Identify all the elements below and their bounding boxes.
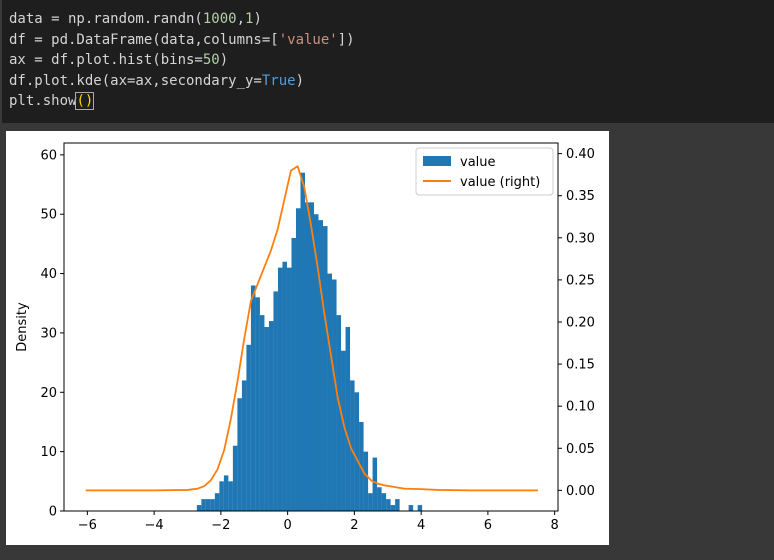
histogram-bar [377, 487, 382, 511]
y-right-tick-label: 0.00 [566, 484, 595, 499]
histogram-bar [304, 202, 310, 511]
y-right-tick-label: 0.25 [566, 273, 595, 288]
code-cell[interactable]: data = np.random.randn(1000,1) df = pd.D… [0, 0, 774, 123]
histogram-bar [363, 451, 369, 511]
histogram-bar [210, 499, 215, 511]
y-right-tick-label: 0.30 [566, 231, 595, 246]
histogram-bar [237, 398, 242, 511]
histogram-bar [273, 291, 278, 511]
histogram-bar [345, 327, 351, 511]
histogram-bar [381, 493, 387, 511]
histogram-bar [417, 505, 423, 511]
histogram-bar [291, 237, 296, 511]
y-right-tick-label: 0.05 [566, 442, 595, 457]
histogram-bar [268, 321, 274, 511]
legend-label-value-right: value (right) [460, 175, 540, 190]
histogram-bar [309, 202, 315, 511]
legend: value value (right) [415, 147, 554, 196]
histogram-bar [336, 315, 342, 511]
histogram-bar [232, 445, 238, 511]
y-right-tick-label: 0.10 [566, 400, 595, 415]
histogram-bar [350, 380, 355, 511]
histogram-bar [300, 172, 305, 511]
histogram-bar [277, 267, 283, 511]
y-left-tick-label: 30 [40, 326, 57, 341]
histogram-bar [323, 226, 328, 511]
plot-frame [63, 142, 559, 512]
histogram-bar [264, 327, 269, 511]
y-left-tick-label: 20 [40, 386, 57, 401]
code-editor[interactable]: data = np.random.randn(1000,1) df = pd.D… [9, 9, 355, 112]
x-tick-label: 4 [417, 518, 425, 533]
y-left-tick-label: 0 [49, 505, 57, 520]
histogram-bar [368, 493, 373, 511]
kde-layer [85, 165, 538, 492]
y-right-tick-label: 0.15 [566, 358, 595, 373]
histogram-bar [395, 499, 400, 511]
y-right-tick-label: 0.35 [566, 189, 595, 204]
code-line-1: data = np.random.randn(1000,1) [9, 11, 262, 27]
code-line-3: ax = df.plot.hist(bins=50) [9, 52, 229, 68]
histogram-bar [318, 220, 324, 511]
y-right-tick-label: 0.20 [566, 315, 595, 330]
legend-label-value: value [460, 155, 496, 170]
histogram-bar [196, 505, 202, 511]
y-left-tick-label: 40 [40, 267, 57, 282]
code-line-2: df = pd.DataFrame(data,columns=['value']… [9, 31, 355, 48]
histogram-bar [241, 380, 247, 511]
histogram-bar [354, 392, 360, 511]
histogram-bar [341, 350, 346, 511]
histogram-bar [372, 457, 378, 511]
x-tick-label: 8 [551, 518, 559, 533]
kde-line [85, 165, 538, 492]
histogram-bar [332, 279, 337, 511]
x-tick-label: 2 [350, 518, 358, 533]
y-axis-label: Density [15, 302, 30, 352]
histogram-bar [390, 505, 396, 511]
x-tick-label: 6 [484, 518, 492, 533]
y-left-tick-label: 50 [40, 208, 57, 223]
histogram-bar [223, 475, 229, 511]
histogram-bar [255, 297, 260, 511]
text-cursor: () [75, 92, 95, 110]
histogram-bar [259, 315, 265, 511]
histogram-bar [314, 214, 319, 511]
histogram-bar [327, 273, 333, 511]
y-left-tick-label: 10 [40, 445, 57, 460]
histogram-bar [228, 481, 233, 511]
x-tick-label: −4 [145, 518, 164, 533]
x-tick-label: −6 [78, 518, 97, 533]
histogram-bars [196, 172, 423, 511]
x-tick-label: −2 [211, 518, 230, 533]
axes: −6 −4 −2 0 2 4 6 8 0 10 20 30 40 50 60 0.00 0.05 0.10 0.15… [15, 142, 595, 533]
chart: −6 −4 −2 0 2 4 6 8 0 10 20 30 40 50 60 0.00 0.05 0.10 0.15… [15, 142, 595, 533]
histogram-bar [246, 344, 251, 511]
code-line-5: plt.show() [9, 92, 95, 110]
histogram-bar [201, 499, 206, 511]
y-left-tick-label: 60 [40, 148, 57, 163]
histogram-bar [219, 481, 224, 511]
histogram-bar [286, 267, 292, 511]
histogram-bar [282, 261, 287, 511]
histogram-bar [214, 493, 220, 511]
histogram-bar [386, 499, 391, 511]
histogram-bar [205, 499, 211, 511]
histogram-bar [408, 505, 414, 511]
legend-swatch-hist [423, 156, 451, 166]
code-line-4: df.plot.kde(ax=ax,secondary_y=True) [9, 72, 305, 89]
y-right-tick-label: 0.40 [566, 147, 595, 162]
histogram-bar [250, 285, 256, 511]
x-tick-label: 0 [283, 518, 291, 533]
plot-figure: −6 −4 −2 0 2 4 6 8 0 10 20 30 40 50 60 0.00 0.05 0.10 0.15… [6, 131, 609, 545]
histogram-bar [295, 208, 301, 511]
